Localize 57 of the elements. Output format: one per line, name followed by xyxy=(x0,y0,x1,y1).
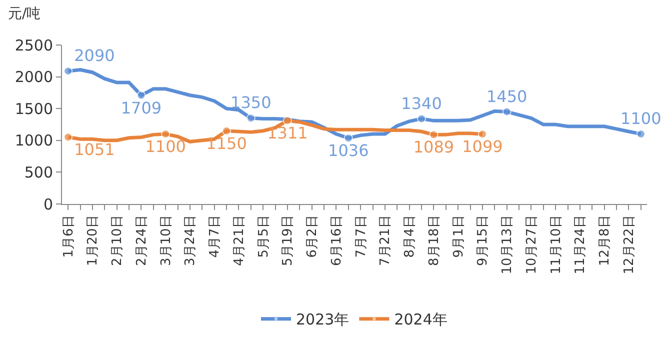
point xyxy=(502,107,512,116)
y-tick-label: 2500 xyxy=(14,36,53,54)
data-label: 1150 xyxy=(206,134,247,153)
legend-label: 2024年 xyxy=(394,310,448,329)
x-tick-label: 7月7日 xyxy=(354,215,369,258)
data-label: 1100 xyxy=(145,137,186,156)
x-tick-label: 12月22日 xyxy=(622,215,637,274)
x-tick-label: 7月21日 xyxy=(378,215,394,266)
x-tick-label: 1月6日 xyxy=(61,215,76,258)
x-tick-label: 11月10日 xyxy=(548,215,564,274)
data-label: 1036 xyxy=(328,141,369,160)
data-label: 2090 xyxy=(74,46,115,66)
x-tick-label: 9月1日 xyxy=(451,215,466,258)
point xyxy=(222,126,232,136)
point xyxy=(246,114,256,123)
x-tick-label: 6月16日 xyxy=(329,215,344,266)
point xyxy=(282,116,292,126)
x-tick-label: 11月24日 xyxy=(573,215,588,274)
legend-label: 2023年 xyxy=(296,310,350,329)
x-tick-label: 2月24日 xyxy=(134,215,150,266)
x-tick-label: 4月7日 xyxy=(208,215,223,258)
data-label: 1311 xyxy=(267,124,308,143)
data-label: 1051 xyxy=(74,140,115,160)
point xyxy=(344,134,353,143)
point xyxy=(429,130,438,140)
y-tick-label: 0 xyxy=(43,195,53,214)
point xyxy=(136,90,146,100)
data-label: 1340 xyxy=(401,94,442,113)
data-label: 1709 xyxy=(120,98,162,118)
point xyxy=(417,114,426,124)
y-tick-label: 2000 xyxy=(14,68,53,86)
x-tick-label: 3月24日 xyxy=(183,215,198,266)
x-tick-label: 6月2日 xyxy=(305,215,320,258)
x-tick-label: 10月27日 xyxy=(524,215,540,274)
x-tick-label: 5月19日 xyxy=(280,215,296,266)
y-tick-label: 500 xyxy=(24,163,53,182)
x-tick-label: 4月21日 xyxy=(232,215,247,266)
y-tick-label: 1000 xyxy=(14,132,53,150)
point xyxy=(64,132,73,142)
y-tick-label: 1500 xyxy=(14,100,53,118)
x-tick-label: 3月10日 xyxy=(158,215,174,266)
data-label: 1450 xyxy=(486,86,528,106)
point xyxy=(64,66,73,76)
x-tick-label: 12月8日 xyxy=(598,215,613,266)
y-axis-title: 元/吨 xyxy=(8,6,41,22)
x-tick-label: 10月13日 xyxy=(500,215,516,274)
data-label: 1099 xyxy=(462,137,503,156)
x-tick-label: 2月10日 xyxy=(110,215,126,266)
point xyxy=(478,130,487,139)
data-label: 1100 xyxy=(620,109,662,128)
x-tick-label: 8月4日 xyxy=(402,215,418,258)
x-tick-label: 5月5日 xyxy=(256,215,272,258)
data-label: 1350 xyxy=(230,93,272,112)
x-tick-label: 8月18日 xyxy=(426,215,442,266)
x-tick-label: 1月20日 xyxy=(86,215,101,266)
x-tick-label: 9月15日 xyxy=(476,215,491,266)
data-label: 1089 xyxy=(413,138,454,157)
